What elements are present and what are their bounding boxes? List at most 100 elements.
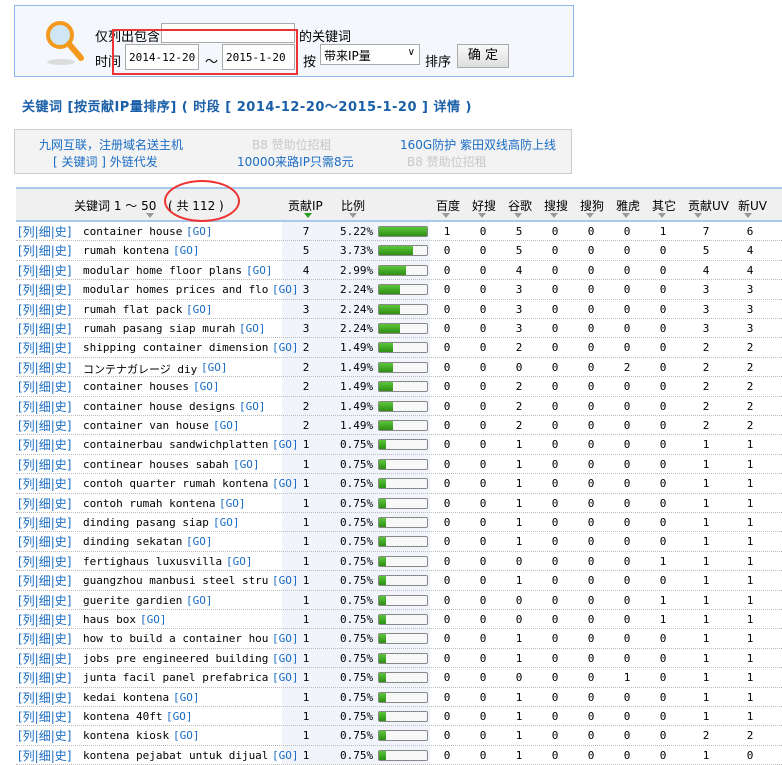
sort-arrow-icon[interactable] — [550, 213, 558, 218]
row-links[interactable]: [列|细|史] — [18, 244, 72, 259]
ad-link[interactable]: B8 赞助位招租 — [407, 155, 487, 169]
keyword-filter-input[interactable] — [161, 23, 295, 43]
sort-arrow-icon[interactable] — [744, 213, 752, 218]
row-links[interactable]: [列|细|史] — [18, 593, 72, 608]
go-link[interactable]: [GO] — [272, 632, 299, 646]
sort-arrow-icon[interactable] — [622, 213, 630, 218]
cell-6: 0 — [551, 554, 559, 568]
go-link[interactable]: [GO] — [272, 748, 299, 762]
column-header[interactable]: 谷歌 — [508, 199, 533, 213]
row-links[interactable]: [列|细|史] — [18, 322, 72, 336]
go-link[interactable]: [GO] — [201, 360, 228, 374]
ad-link[interactable]: 九网互联，注册域名送主机 — [39, 138, 184, 152]
go-link[interactable]: [GO] — [272, 283, 299, 297]
row-links[interactable]: [列|细|史] — [18, 671, 72, 686]
column-header[interactable]: 贡献UV — [688, 199, 729, 213]
go-link[interactable]: [GO] — [272, 651, 299, 665]
column-header[interactable]: 雅虎 — [616, 199, 641, 213]
cell-3: 0 — [443, 535, 451, 549]
date-from-input[interactable] — [125, 44, 199, 70]
row-links[interactable]: [列|细|史] — [18, 380, 72, 395]
sort-arrow-icon[interactable] — [304, 213, 312, 218]
go-link[interactable]: [GO] — [272, 438, 299, 452]
ratio-bar — [378, 303, 428, 315]
row-links[interactable]: [列|细|史] — [18, 651, 72, 666]
row-links[interactable]: [列|细|史] — [18, 574, 72, 589]
sort-arrow-icon[interactable] — [514, 213, 522, 218]
column-header[interactable]: 搜狗 — [580, 199, 605, 213]
ad-link[interactable]: 160G防护 紫田双线高防上线 — [400, 138, 557, 152]
go-link[interactable]: [GO] — [239, 399, 266, 413]
go-link[interactable]: [GO] — [233, 457, 260, 471]
column-header[interactable]: 贡献IP — [288, 199, 323, 213]
go-link[interactable]: [GO] — [226, 554, 253, 568]
go-link[interactable]: [GO] — [213, 419, 240, 432]
sort-arrow-icon[interactable] — [586, 213, 594, 218]
row-links[interactable]: [列|细|史] — [18, 263, 72, 278]
go-link[interactable]: [GO] — [193, 380, 220, 394]
row-links[interactable]: [列|细|史] — [18, 457, 72, 472]
go-link[interactable]: [GO] — [173, 244, 200, 258]
sort-arrow-icon[interactable] — [694, 213, 702, 218]
sort-arrow-icon[interactable] — [349, 213, 357, 218]
go-link[interactable]: [GO] — [213, 516, 240, 529]
row-links[interactable]: [列|细|史] — [18, 710, 72, 724]
cell-3: 0 — [443, 748, 451, 762]
go-link[interactable]: [GO] — [272, 341, 299, 355]
cell-7: 0 — [587, 225, 595, 238]
date-to-input[interactable] — [222, 44, 295, 70]
go-link[interactable]: [GO] — [140, 613, 167, 626]
go-link[interactable]: [GO] — [272, 671, 299, 685]
go-link[interactable]: [GO] — [272, 477, 299, 491]
row-links[interactable]: [列|细|史] — [18, 632, 72, 647]
go-link[interactable]: [GO] — [173, 729, 200, 743]
row-links[interactable]: [列|细|史] — [18, 399, 72, 414]
row-links[interactable]: [列|细|史] — [18, 516, 72, 530]
row-links[interactable]: [列|细|史] — [18, 748, 72, 763]
row-links[interactable]: [列|细|史] — [18, 360, 72, 375]
go-link[interactable]: [GO] — [246, 263, 273, 277]
column-header[interactable]: 百度 — [436, 199, 461, 213]
go-link[interactable]: [GO] — [186, 535, 213, 549]
row-links[interactable]: [列|细|史] — [18, 690, 72, 705]
go-link[interactable]: [GO] — [186, 302, 213, 316]
confirm-button[interactable]: 确 定 — [457, 44, 509, 68]
row-links[interactable]: [列|细|史] — [18, 225, 72, 239]
row-links[interactable]: [列|细|史] — [18, 613, 72, 627]
go-link[interactable]: [GO] — [186, 593, 213, 607]
go-link[interactable]: [GO] — [239, 322, 266, 335]
row-links[interactable]: [列|细|史] — [18, 419, 72, 433]
cell-8: 0 — [623, 244, 631, 258]
go-link[interactable]: [GO] — [166, 710, 193, 723]
ad-link[interactable]: 10000来路IP只需8元 — [237, 155, 354, 169]
go-link[interactable]: [GO] — [186, 225, 213, 238]
column-header[interactable]: 好搜 — [472, 199, 497, 213]
row-links[interactable]: [列|细|史] — [18, 729, 72, 744]
sort-arrow-icon[interactable] — [442, 213, 450, 218]
row-links[interactable]: [列|细|史] — [18, 283, 72, 298]
row-links[interactable]: [列|细|史] — [18, 438, 72, 453]
column-header[interactable]: 新UV — [738, 199, 767, 213]
row-links[interactable]: [列|细|史] — [18, 302, 72, 317]
go-link[interactable]: [GO] — [173, 690, 200, 704]
cell-8: 0 — [623, 399, 631, 413]
sort-select[interactable]: 带来IP量 ∨ — [320, 44, 420, 65]
ad-link[interactable]: B8 赞助位招租 — [252, 138, 332, 152]
row-links[interactable]: [列|细|史] — [18, 341, 72, 356]
go-link[interactable]: [GO] — [219, 496, 246, 510]
sort-arrow-icon[interactable] — [478, 213, 486, 218]
ad-link[interactable]: [ 关键词 ] 外链代发 — [53, 155, 158, 169]
cell-4: 0 — [479, 729, 487, 743]
column-header[interactable]: 其它 — [652, 199, 677, 213]
sort-arrow-icon[interactable] — [658, 213, 666, 218]
column-header[interactable]: 比例 — [341, 199, 366, 213]
go-link[interactable]: [GO] — [272, 574, 299, 588]
row-links[interactable]: [列|细|史] — [18, 496, 72, 511]
cell-10: 1 — [702, 632, 710, 646]
row-links[interactable]: [列|细|史] — [18, 535, 72, 550]
cell-10: 2 — [702, 729, 710, 743]
row-links[interactable]: [列|细|史] — [18, 554, 72, 569]
sort-arrow-icon[interactable] — [146, 213, 154, 218]
row-links[interactable]: [列|细|史] — [18, 477, 72, 492]
column-header[interactable]: 搜搜 — [544, 199, 569, 213]
